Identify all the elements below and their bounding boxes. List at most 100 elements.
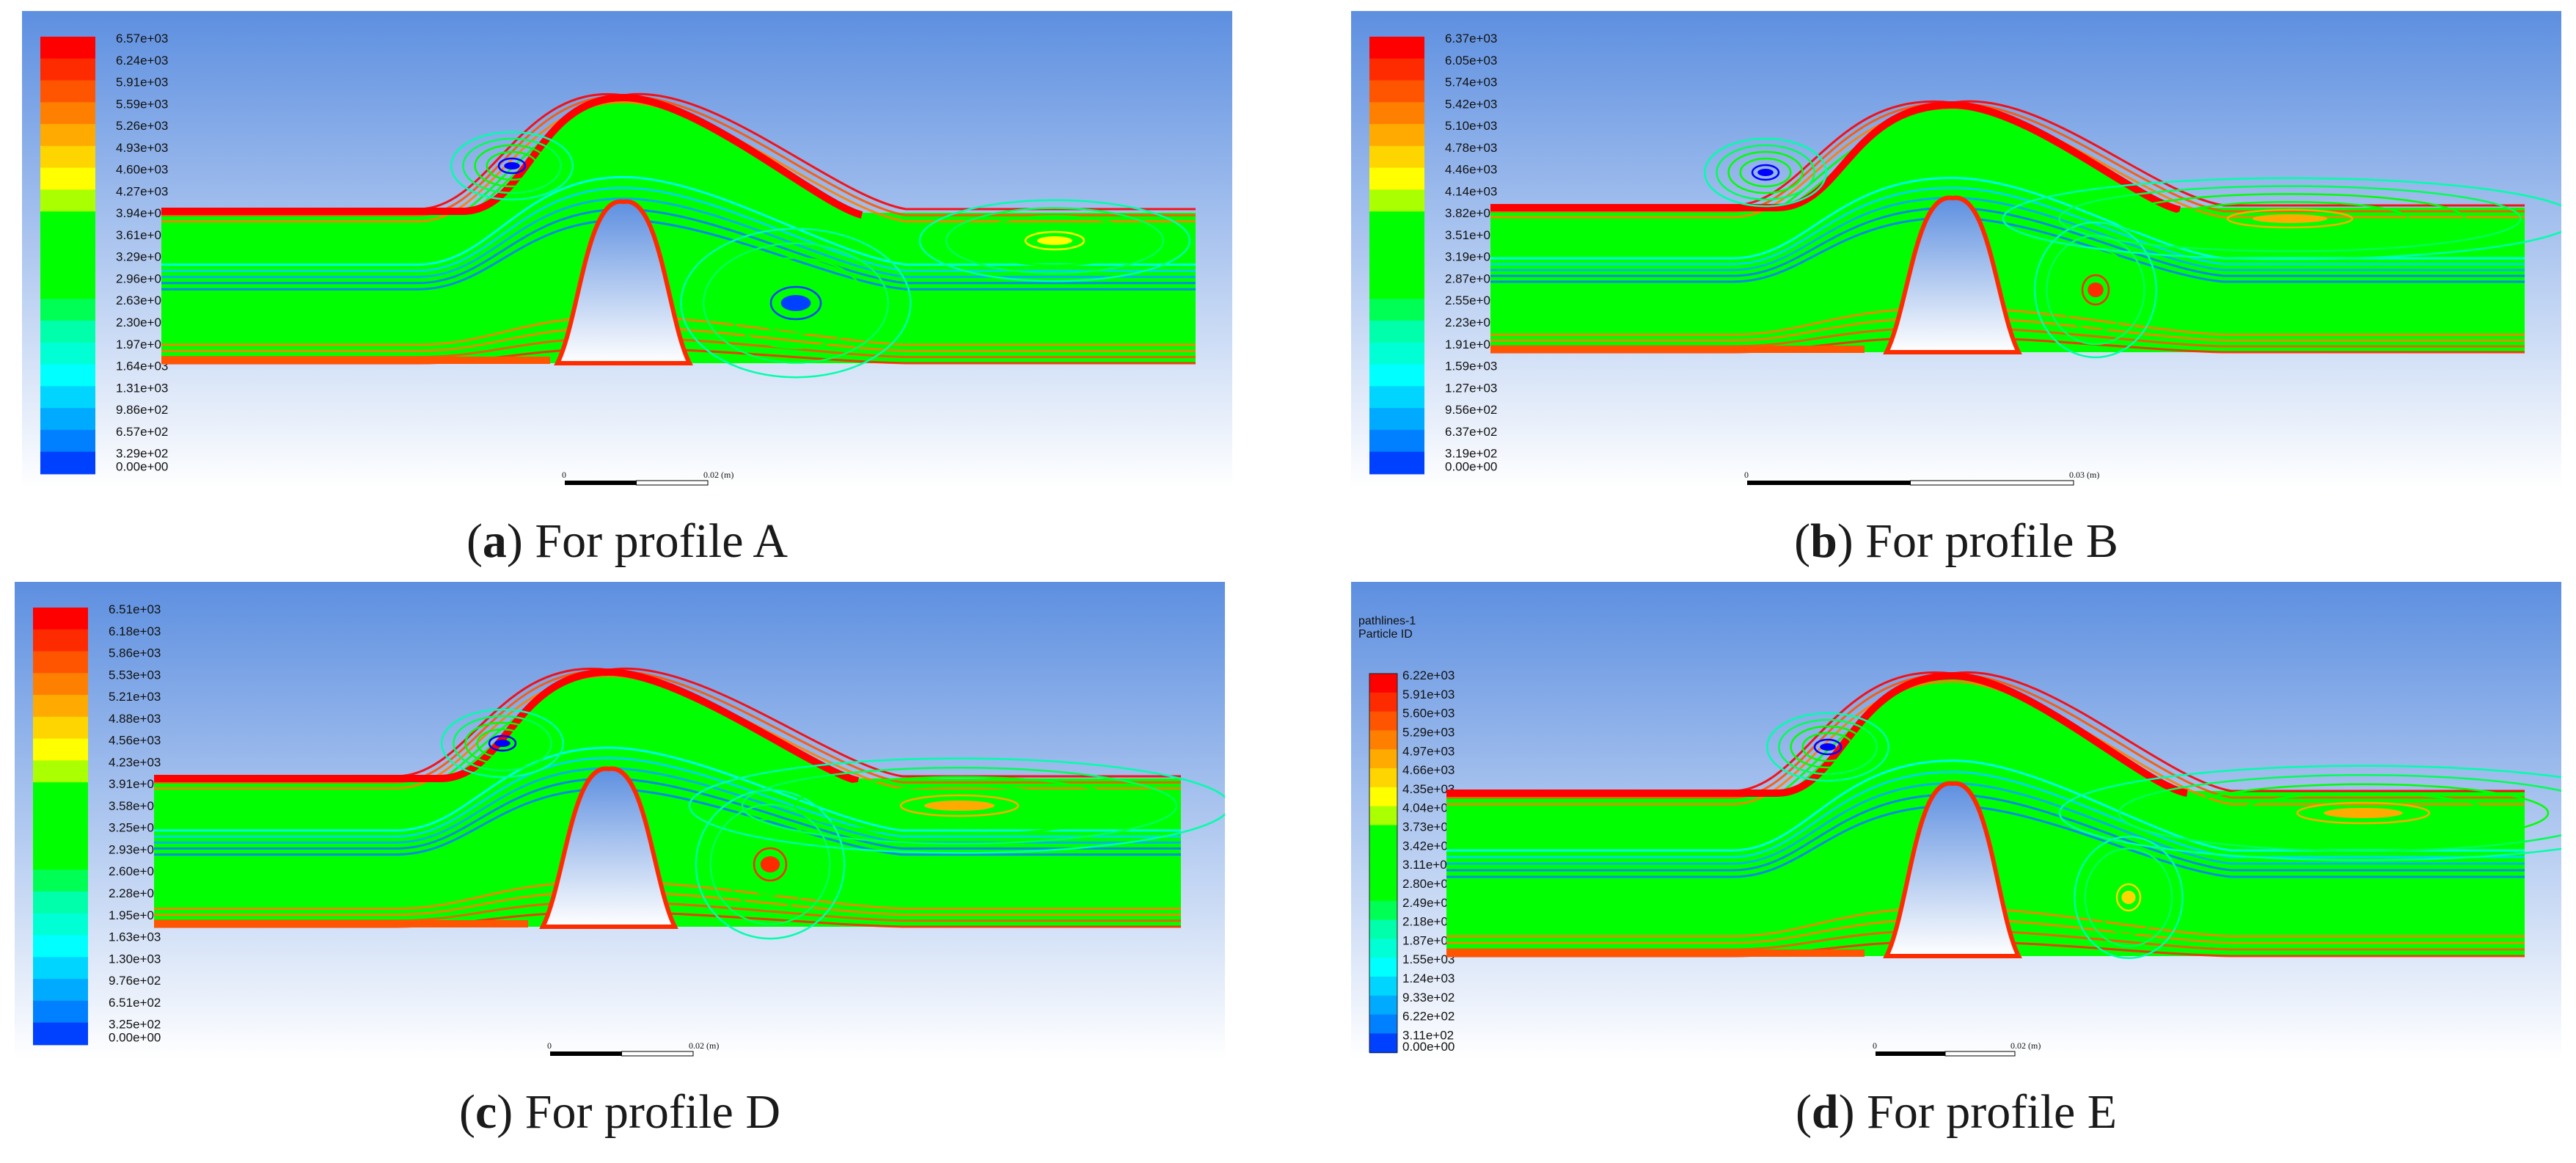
colorbar-swatch — [40, 189, 95, 213]
colorbar-tick-label: 4.78e+03 — [1445, 141, 1497, 155]
colorbar-tick-label: 4.93e+03 — [116, 141, 168, 155]
colorbar-tick-label: 4.23e+03 — [109, 755, 161, 769]
colorbar-swatch — [1369, 692, 1397, 712]
colorbar-tick-label: 2.80e+03 — [1402, 877, 1455, 891]
vortex — [2074, 835, 2184, 960]
pathline — [1446, 737, 2525, 839]
caption-text: For profile D — [524, 1085, 781, 1139]
scale-label-start: 0 — [1873, 1040, 1877, 1051]
colorbar-tick-label: 6.22e+02 — [1402, 1010, 1455, 1024]
flow-domain — [161, 92, 1196, 379]
pathline — [1490, 156, 2525, 248]
colorbar-tick-label: 0.00e+00 — [116, 459, 168, 473]
colorbar-swatch — [1369, 768, 1397, 788]
colorbar-tick-label: 3.42e+03 — [1402, 839, 1455, 853]
colorbar-swatch — [1369, 211, 1424, 234]
vortex — [680, 227, 912, 379]
colorbar-swatch — [33, 979, 88, 1002]
pathline — [1446, 714, 2525, 825]
colorbar-tick-label: 2.93e+03 — [109, 842, 161, 856]
caption-letter: d — [1811, 1085, 1839, 1139]
vortex — [2002, 177, 2561, 260]
colorbar-swatch — [1369, 787, 1397, 807]
scale-bar: 0 0.02 (m) — [1873, 1040, 2041, 1057]
colorbar-swatch — [1369, 145, 1424, 169]
pathline — [1490, 147, 2525, 242]
panel-c: 6.51e+03 6.18e+03 5.86e+03 5.53e+03 5.21e+03… — [15, 582, 1225, 1059]
colorbar-swatch — [1369, 1033, 1397, 1054]
caption-text: For profile E — [1867, 1085, 2118, 1139]
colorbar-swatch — [33, 892, 88, 914]
colorbar-tick-label: 5.74e+03 — [1445, 76, 1497, 90]
colorbar-swatch — [40, 277, 95, 300]
colorbar-tick-label: 6.05e+03 — [1445, 54, 1497, 68]
scale-label-start: 0 — [547, 1040, 552, 1051]
pathline — [154, 757, 1181, 838]
colorbar-tick-label: 5.42e+03 — [1445, 97, 1497, 111]
scale-label-start: 0 — [1744, 470, 1749, 480]
colorbar-tick-label: 1.64e+03 — [116, 360, 168, 373]
pathline — [161, 197, 1196, 278]
colorbar-tick-label: 0.00e+00 — [109, 1030, 161, 1044]
colorbar-swatch — [33, 608, 88, 630]
colorbar-swatch — [40, 364, 95, 387]
colorbar-swatch — [1369, 386, 1424, 409]
colorbar-swatch — [1369, 408, 1424, 431]
colorbar-tick-label: 5.86e+03 — [109, 646, 161, 660]
colorbar-tick-label: 3.73e+03 — [1402, 820, 1455, 834]
boundary-layer — [154, 668, 860, 784]
colorbar-swatch — [1369, 900, 1397, 921]
colorbar-swatch — [1369, 1014, 1397, 1035]
colorbar-tick-label: 9.76e+02 — [109, 974, 161, 988]
colorbar-tick-label: 6.57e+03 — [116, 32, 168, 45]
colorbar-swatch — [1369, 299, 1424, 322]
pathline — [154, 715, 1181, 814]
colorbar-tick-label: 2.49e+03 — [1402, 896, 1455, 910]
colorbar-tick-label: 5.60e+03 — [1402, 707, 1455, 721]
colorbar-swatch — [1369, 881, 1397, 902]
colorbar-swatch — [33, 935, 88, 958]
colorbar-swatch — [1369, 749, 1397, 770]
colorbar-swatch — [1369, 102, 1424, 125]
pathline-plot: 6.51e+03 6.18e+03 5.86e+03 5.53e+03 5.21e+03… — [15, 582, 1225, 1059]
vortex — [918, 199, 1191, 282]
colorbar-swatch — [40, 145, 95, 169]
pathline — [1446, 748, 2525, 845]
colorbar-swatch — [33, 847, 88, 871]
colorbar-swatch — [40, 37, 95, 59]
scale-label-end: 0.02 (m) — [703, 470, 733, 480]
colorbar-tick-label: 5.29e+03 — [1402, 725, 1455, 739]
colorbar-tick-label: 5.26e+03 — [116, 119, 168, 133]
pathline — [161, 175, 1196, 266]
colorbar-tick-label: 0.00e+00 — [1402, 1040, 1455, 1054]
colorbar-swatch — [33, 673, 88, 696]
colorbar-tick-label: 6.37e+02 — [1445, 425, 1497, 439]
colorbar-swatch — [1369, 58, 1424, 81]
colorbar-swatch — [1369, 919, 1397, 940]
colorbar-tick-label: 2.23e+03 — [1445, 316, 1497, 329]
scale-label-end: 0.03 (m) — [2069, 470, 2099, 480]
colorbar-swatch — [33, 695, 88, 718]
colorbar: 6.22e+03 5.91e+03 5.60e+03 5.29e+03 4.97e+03… — [1369, 668, 1455, 1054]
colorbar-swatch — [40, 299, 95, 322]
boundary-layer — [161, 93, 863, 219]
colorbar-tick-label: 4.56e+03 — [109, 734, 161, 748]
flow-domain — [1490, 100, 2561, 359]
obstacle — [539, 766, 678, 929]
colorbar-swatch — [1369, 124, 1424, 147]
colorbar-swatch — [1369, 977, 1397, 996]
legend-header: Particle ID — [1358, 628, 1413, 641]
caption-letter: b — [1810, 514, 1837, 568]
colorbar-tick-label: 4.60e+03 — [116, 163, 168, 177]
pathline — [161, 165, 1196, 260]
colorbar-swatch — [33, 803, 88, 827]
pathline-plot: 6.22e+03 5.91e+03 5.60e+03 5.29e+03 4.97e+03… — [1351, 582, 2561, 1059]
scale-label-end: 0.02 (m) — [2010, 1040, 2041, 1051]
colorbar-swatch — [1369, 825, 1397, 845]
colorbar-tick-label: 4.88e+03 — [109, 712, 161, 726]
colorbar-tick-label: 2.63e+03 — [116, 294, 168, 307]
colorbar-swatch — [33, 716, 88, 740]
colorbar: 6.57e+03 6.24e+03 5.91e+03 5.59e+03 5.26e+03… — [40, 32, 168, 475]
obstacle — [554, 199, 693, 365]
colorbar-swatch — [1369, 730, 1397, 751]
